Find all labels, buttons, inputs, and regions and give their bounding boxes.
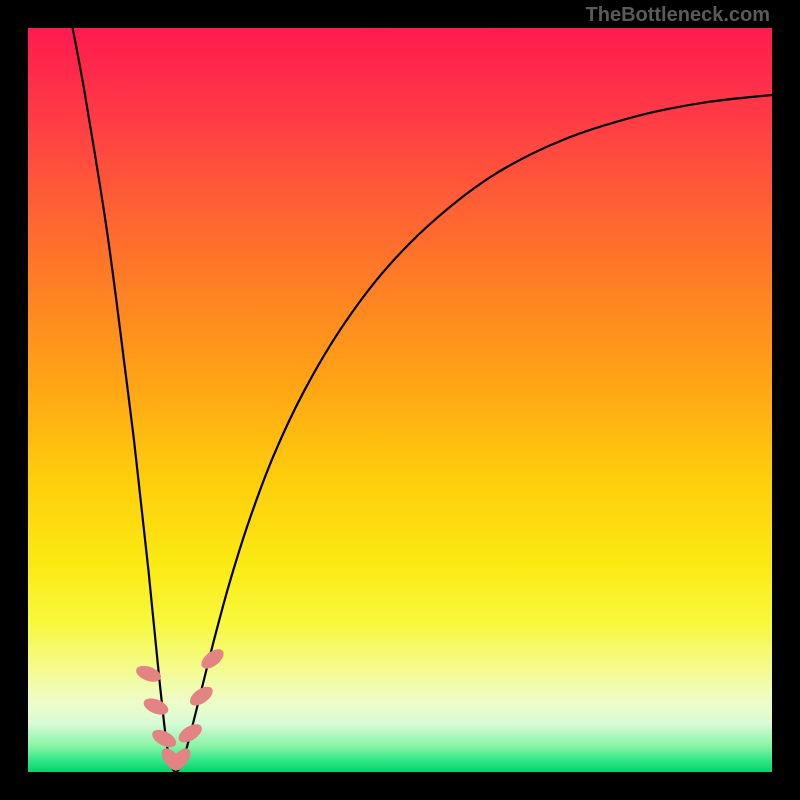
watermark-text: TheBottleneck.com <box>586 4 770 27</box>
bottleneck-curve <box>73 28 772 772</box>
chart-frame: TheBottleneck.com <box>0 0 800 800</box>
plot-area <box>28 28 772 772</box>
valley-markers <box>134 645 227 772</box>
marker-capsule <box>175 720 204 746</box>
curve-layer <box>28 28 772 772</box>
marker-capsule <box>141 695 170 718</box>
